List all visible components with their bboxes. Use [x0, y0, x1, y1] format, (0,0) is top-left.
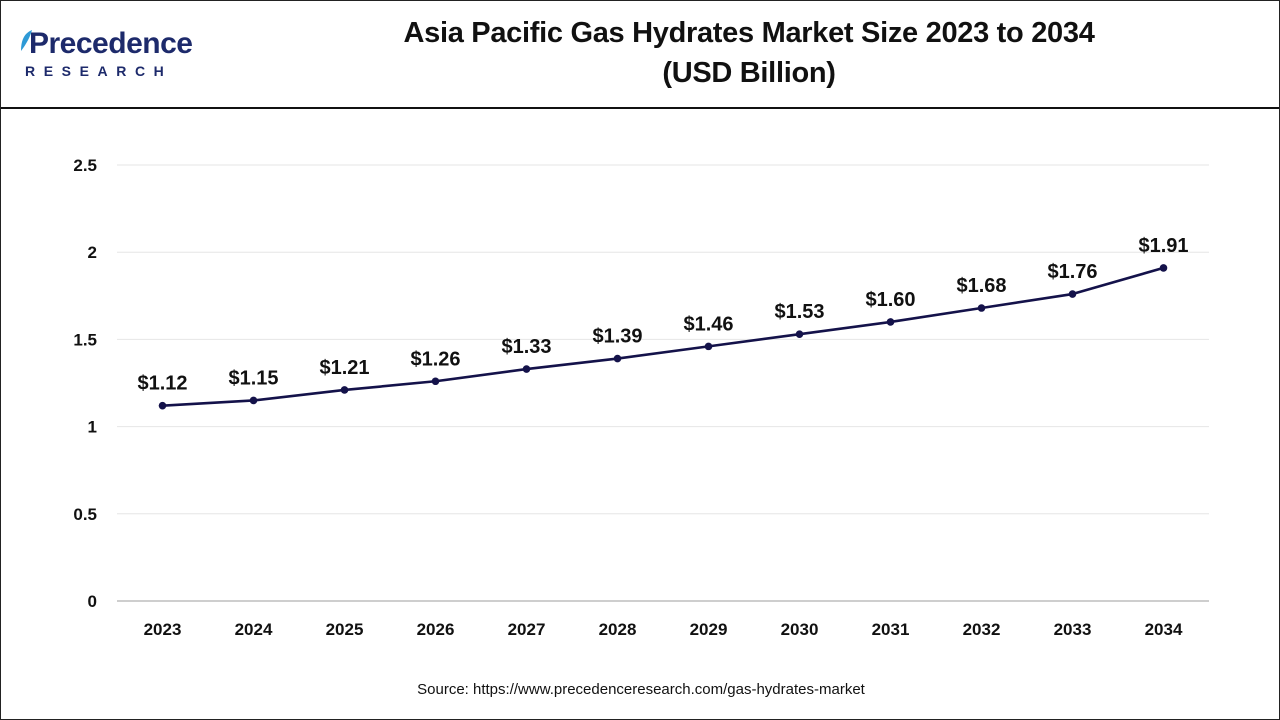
y-tick-label: 2 — [88, 243, 97, 262]
data-point — [795, 330, 804, 338]
x-tick-label: 2026 — [417, 620, 455, 639]
data-point — [977, 304, 986, 312]
x-tick-label: 2030 — [781, 620, 819, 639]
x-tick-label: 2033 — [1054, 620, 1092, 639]
x-tick-label: 2025 — [326, 620, 364, 639]
chart-title-line2: (USD Billion) — [662, 57, 836, 89]
x-tick-label: 2028 — [599, 620, 637, 639]
data-label: $1.33 — [501, 336, 551, 358]
chart-title: Asia Pacific Gas Hydrates Market Size 20… — [251, 13, 1247, 93]
y-tick-label: 2.5 — [73, 156, 97, 175]
data-point — [886, 318, 895, 326]
x-tick-label: 2029 — [690, 620, 728, 639]
data-point — [613, 354, 622, 363]
y-tick-label: 1 — [88, 418, 97, 437]
x-tick-label: 2034 — [1145, 620, 1183, 639]
data-label: $1.53 — [774, 301, 824, 323]
x-tick-label: 2027 — [508, 620, 546, 639]
data-point — [158, 401, 167, 410]
y-tick-label: 1.5 — [73, 330, 97, 349]
logo-wordmark: Precedence — [29, 27, 193, 60]
x-tick-label: 2032 — [963, 620, 1001, 639]
y-tick-label: 0 — [88, 592, 97, 611]
logo: Precedence RESEARCH — [19, 23, 219, 83]
data-label: $1.15 — [228, 367, 278, 389]
data-point — [1159, 264, 1168, 272]
data-point — [249, 396, 258, 405]
data-label: $1.68 — [956, 275, 1006, 297]
x-tick-label: 2024 — [235, 620, 273, 639]
data-label: $1.46 — [683, 313, 733, 335]
data-point — [522, 365, 531, 373]
data-label: $1.60 — [865, 289, 915, 311]
chart-title-line1: Asia Pacific Gas Hydrates Market Size 20… — [403, 17, 1095, 49]
data-point — [340, 386, 349, 394]
data-point — [431, 377, 440, 386]
data-label: $1.76 — [1047, 261, 1097, 283]
data-label: $1.91 — [1138, 235, 1188, 257]
leaf-icon — [21, 30, 32, 51]
source-note: Source: https://www.precedenceresearch.c… — [417, 681, 865, 698]
series-line — [162, 266, 1164, 407]
logo-subtitle: RESEARCH — [25, 63, 173, 79]
data-label: $1.26 — [410, 348, 460, 370]
header: Precedence RESEARCH Asia Pacific Gas Hyd… — [1, 1, 1279, 109]
data-point — [704, 342, 713, 351]
data-label: $1.39 — [592, 326, 642, 348]
data-label: $1.12 — [137, 373, 187, 395]
y-tick-label: 0.5 — [73, 505, 97, 524]
x-tick-label: 2031 — [872, 620, 910, 639]
data-point — [1068, 290, 1077, 298]
data-label: $1.21 — [319, 357, 369, 379]
x-tick-label: 2023 — [144, 620, 182, 639]
